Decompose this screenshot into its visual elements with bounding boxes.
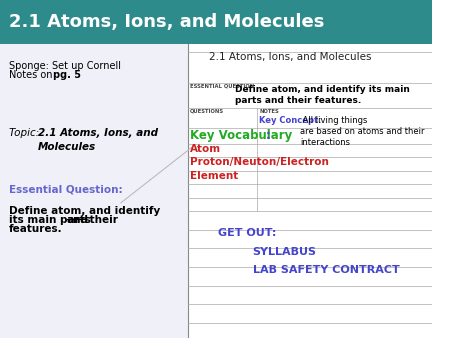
Text: and: and: [67, 215, 89, 225]
Text: Proton/Neuton/Electron: Proton/Neuton/Electron: [190, 157, 329, 167]
Text: 2.1 Atoms, Ions, and Molecules: 2.1 Atoms, Ions, and Molecules: [209, 52, 372, 63]
Text: pg. 5: pg. 5: [53, 70, 81, 80]
Text: Sponge: Set up Cornell: Sponge: Set up Cornell: [9, 61, 121, 71]
Text: Element: Element: [190, 171, 238, 181]
Text: Notes on: Notes on: [9, 70, 55, 80]
Text: GET OUT:: GET OUT:: [218, 228, 276, 238]
Text: 2.1 Atoms, Ions, and
Molecules: 2.1 Atoms, Ions, and Molecules: [38, 128, 158, 152]
Text: All living things
are based on atoms and their
interactions: All living things are based on atoms and…: [300, 116, 425, 147]
Text: Key Concept:: Key Concept:: [259, 116, 322, 125]
Text: features.: features.: [9, 224, 62, 235]
Text: SYLLABUS: SYLLABUS: [252, 247, 317, 257]
Text: ESSENTIAL QUESTION: ESSENTIAL QUESTION: [190, 83, 254, 89]
Text: Key Vocabulary: Key Vocabulary: [190, 129, 292, 142]
Text: :: :: [266, 129, 271, 142]
Text: Essential Question:: Essential Question:: [9, 184, 122, 194]
Text: Define atom, and identify: Define atom, and identify: [9, 206, 160, 216]
FancyBboxPatch shape: [0, 0, 432, 44]
Text: LAB SAFETY CONTRACT: LAB SAFETY CONTRACT: [252, 265, 400, 275]
Text: Atom: Atom: [190, 144, 221, 154]
FancyBboxPatch shape: [188, 44, 432, 338]
Text: its main parts: its main parts: [9, 215, 94, 225]
Text: their: their: [86, 215, 118, 225]
Text: NOTES: NOTES: [259, 109, 279, 114]
Text: Define atom, and identify its main
parts and their features.: Define atom, and identify its main parts…: [235, 85, 410, 105]
Text: QUESTIONS: QUESTIONS: [190, 109, 224, 114]
Text: Topic:: Topic:: [9, 128, 42, 139]
Text: 2.1 Atoms, Ions, and Molecules: 2.1 Atoms, Ions, and Molecules: [9, 13, 324, 31]
FancyBboxPatch shape: [0, 44, 188, 338]
